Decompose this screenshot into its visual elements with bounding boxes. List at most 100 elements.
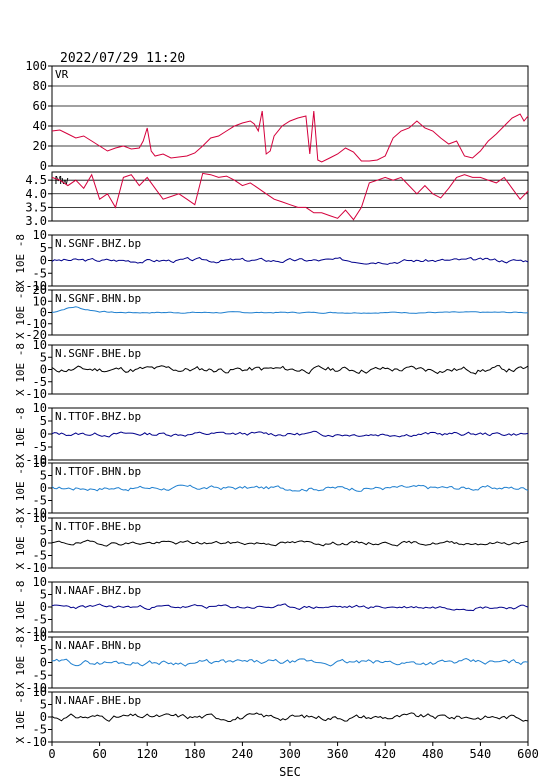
y-tick-label: 10 [33, 401, 47, 415]
y-tick-label: -5 [33, 494, 47, 508]
y-tick-label: 5 [40, 588, 47, 602]
y-tick-label: 10 [33, 294, 47, 308]
series-line-vr [51, 110, 529, 163]
panel-label: N.SGNF.BHZ.bp [55, 237, 141, 250]
y-tick-label: 0 [40, 159, 47, 173]
y-tick-label: 0 [40, 254, 47, 268]
y-tick-label: 0 [40, 306, 47, 320]
panel-frame [51, 171, 529, 222]
y-axis-label: X 10E -8 [14, 286, 27, 339]
y-tick-label: -5 [33, 375, 47, 389]
series-line-naaf-bhz [51, 603, 529, 612]
y-axis-label: X 10E -8 [14, 581, 27, 634]
y-tick-label: -5 [33, 549, 47, 563]
x-tick-label: 600 [517, 747, 539, 761]
y-tick-label: -10 [25, 625, 47, 639]
y-tick-label: 4.5 [25, 173, 47, 187]
y-tick-label: 5 [40, 643, 47, 657]
y-tick-label: 0 [40, 481, 47, 495]
y-tick-label: -10 [25, 506, 47, 520]
y-tick-label: -5 [33, 723, 47, 737]
y-tick-label: 0 [40, 600, 47, 614]
y-tick-label: 10 [33, 685, 47, 699]
y-tick-label: 20 [33, 283, 47, 297]
y-tick-label: -10 [25, 279, 47, 293]
y-tick-label: 5 [40, 241, 47, 255]
series-line-ttof-bhz [51, 430, 529, 438]
y-tick-label: -5 [33, 613, 47, 627]
y-tick-label: 10 [33, 630, 47, 644]
panel-frame [51, 65, 529, 167]
y-tick-label: 60 [33, 99, 47, 113]
y-tick-label: 3.5 [25, 200, 47, 214]
y-tick-label: 10 [33, 511, 47, 525]
x-tick-label: 120 [136, 747, 158, 761]
y-axis-label: X 10E -8 [14, 517, 27, 570]
series-line-sgnf-bhe [51, 365, 529, 375]
y-tick-label: 40 [33, 119, 47, 133]
y-tick-label: 0 [40, 363, 47, 377]
y-tick-label: -10 [25, 453, 47, 467]
y-tick-label: -10 [25, 387, 47, 401]
y-tick-label: -5 [33, 668, 47, 682]
panel-label: N.SGNF.BHN.bp [55, 292, 141, 305]
timestamp: 2022/07/29 11:20 [60, 51, 185, 66]
y-tick-label: 10 [33, 338, 47, 352]
y-tick-label: 5 [40, 350, 47, 364]
panel-label: VR [55, 68, 69, 81]
x-axis-label: SEC [279, 765, 301, 779]
series-line-mw [51, 172, 529, 221]
series-line-ttof-bhn [51, 484, 529, 492]
y-tick-label: -5 [33, 266, 47, 280]
y-tick-label: -10 [25, 735, 47, 749]
series-line-naaf-bhe [51, 712, 529, 722]
y-tick-label: 3.0 [25, 214, 47, 228]
y-axis-label: X 10E -8 [14, 462, 27, 515]
y-tick-label: 10 [33, 575, 47, 589]
panel-label: N.TTOF.BHN.bp [55, 465, 141, 478]
y-tick-label: 0 [40, 656, 47, 670]
y-tick-label: -10 [25, 561, 47, 575]
y-tick-label: -10 [25, 317, 47, 331]
y-tick-label: 5 [40, 524, 47, 538]
x-tick-label: 240 [232, 747, 254, 761]
panel-vr: 0 20 40 60 80 100 VR [25, 59, 529, 173]
y-axis-label: X 10E -8 [14, 343, 27, 396]
panel-label: N.NAAF.BHN.bp [55, 639, 141, 652]
y-tick-label: 5 [40, 698, 47, 712]
y-axis-label: X 10E -8 [14, 691, 27, 744]
y-tick-label: -5 [33, 440, 47, 454]
series-line-sgnf-bhn [51, 306, 529, 314]
panel-label: N.TTOF.BHE.bp [55, 520, 141, 533]
y-tick-label: -20 [25, 328, 47, 342]
y-tick-label: 100 [25, 59, 47, 73]
y-axis-label: X 10E -8 [14, 234, 27, 287]
y-tick-label: 80 [33, 79, 47, 93]
panel-label: N.SGNF.BHE.bp [55, 347, 141, 360]
x-tick-label: 540 [470, 747, 492, 761]
series-line-sgnf-bhz [51, 257, 529, 265]
x-axis: 0 60 120 180 240 300 360 420 480 540 600 [48, 742, 539, 761]
y-tick-label: -10 [25, 681, 47, 695]
x-tick-label: 180 [184, 747, 206, 761]
x-tick-label: 420 [374, 747, 396, 761]
y-tick-label: 5 [40, 469, 47, 483]
series-line-ttof-bhe [51, 539, 529, 547]
series-line-naaf-bhn [52, 657, 529, 667]
panel-label: N.TTOF.BHZ.bp [55, 410, 141, 423]
y-axis-label: X 10E -8 [14, 636, 27, 689]
y-tick-label: 10 [33, 228, 47, 242]
x-tick-label: 300 [279, 747, 301, 761]
y-tick-label: 10 [33, 456, 47, 470]
x-tick-label: 480 [422, 747, 444, 761]
